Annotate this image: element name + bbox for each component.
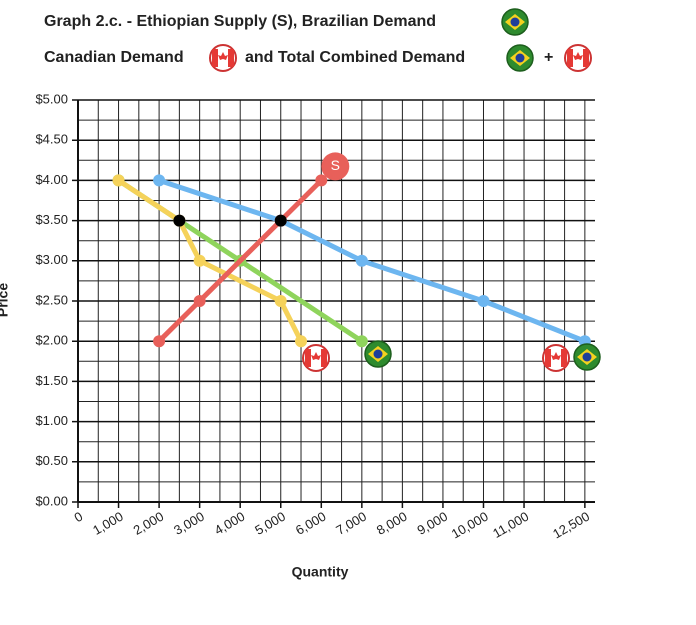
subtitle-part: and Total Combined Demand: [245, 49, 465, 66]
y-tick-label: $1.00: [35, 413, 68, 428]
data-point: [153, 335, 166, 348]
y-tick-label: $0.50: [35, 453, 68, 468]
x-tick-label: 6,000: [293, 509, 329, 538]
brazil-flag-icon: [501, 8, 529, 36]
y-tick-label: $1.50: [35, 373, 68, 388]
x-tick-label: 5,000: [252, 509, 288, 538]
x-tick-label: 10,000: [449, 509, 491, 542]
y-tick-label: $5.00: [35, 91, 68, 106]
x-tick-label: 4,000: [212, 509, 248, 538]
canada-flag-marker: [542, 344, 570, 372]
series-line: [156, 177, 324, 344]
subtitle-part: Canadian Demand: [44, 49, 184, 66]
data-point: [274, 214, 287, 227]
canada-flag-marker: [302, 344, 330, 372]
x-tick-label: 9,000: [414, 509, 450, 538]
y-tick-label: $2.50: [35, 292, 68, 307]
x-tick-label: 0: [71, 509, 85, 526]
x-tick-label: 11,000: [490, 509, 531, 541]
data-point: [193, 295, 206, 307]
y-tick-label: $0.00: [35, 493, 68, 508]
brazil-flag-marker: [364, 340, 392, 368]
data-point: [295, 335, 308, 348]
x-tick-label: 2,000: [131, 509, 167, 538]
data-point: [274, 295, 287, 307]
y-tick-label: $3.00: [35, 252, 68, 267]
y-tick-label: $3.50: [35, 212, 68, 227]
y-tick-label: $4.50: [35, 132, 68, 147]
x-tick-label: 1,000: [90, 509, 126, 538]
y-tick-label: $4.00: [35, 172, 68, 187]
subtitle-part: +: [544, 49, 553, 66]
series-label: S: [331, 157, 340, 173]
series-label-badge: [321, 152, 350, 181]
canada-flag-icon: [209, 44, 237, 72]
canada-flag-icon: [564, 44, 592, 72]
y-tick-label: $2.00: [35, 333, 68, 348]
chart-title: Graph 2.c. - Ethiopian Supply (S), Brazi…: [44, 13, 436, 30]
data-point: [315, 174, 328, 187]
data-point: [112, 174, 125, 187]
x-tick-label: 3,000: [171, 509, 207, 538]
x-tick-label: 8,000: [374, 509, 410, 538]
x-tick-label: 12,500: [550, 509, 592, 542]
data-point: [173, 214, 186, 227]
y-axis-label: Price: [0, 283, 11, 317]
x-axis-label: Quantity: [292, 564, 349, 580]
data-point: [153, 174, 166, 187]
data-point: [477, 295, 490, 307]
brazil-flag-marker: [573, 343, 601, 371]
data-point: [193, 254, 206, 267]
data-point: [355, 335, 368, 348]
data-point: [355, 254, 368, 267]
brazil-flag-icon: [506, 44, 534, 72]
x-tick-label: 7,000: [333, 509, 369, 538]
